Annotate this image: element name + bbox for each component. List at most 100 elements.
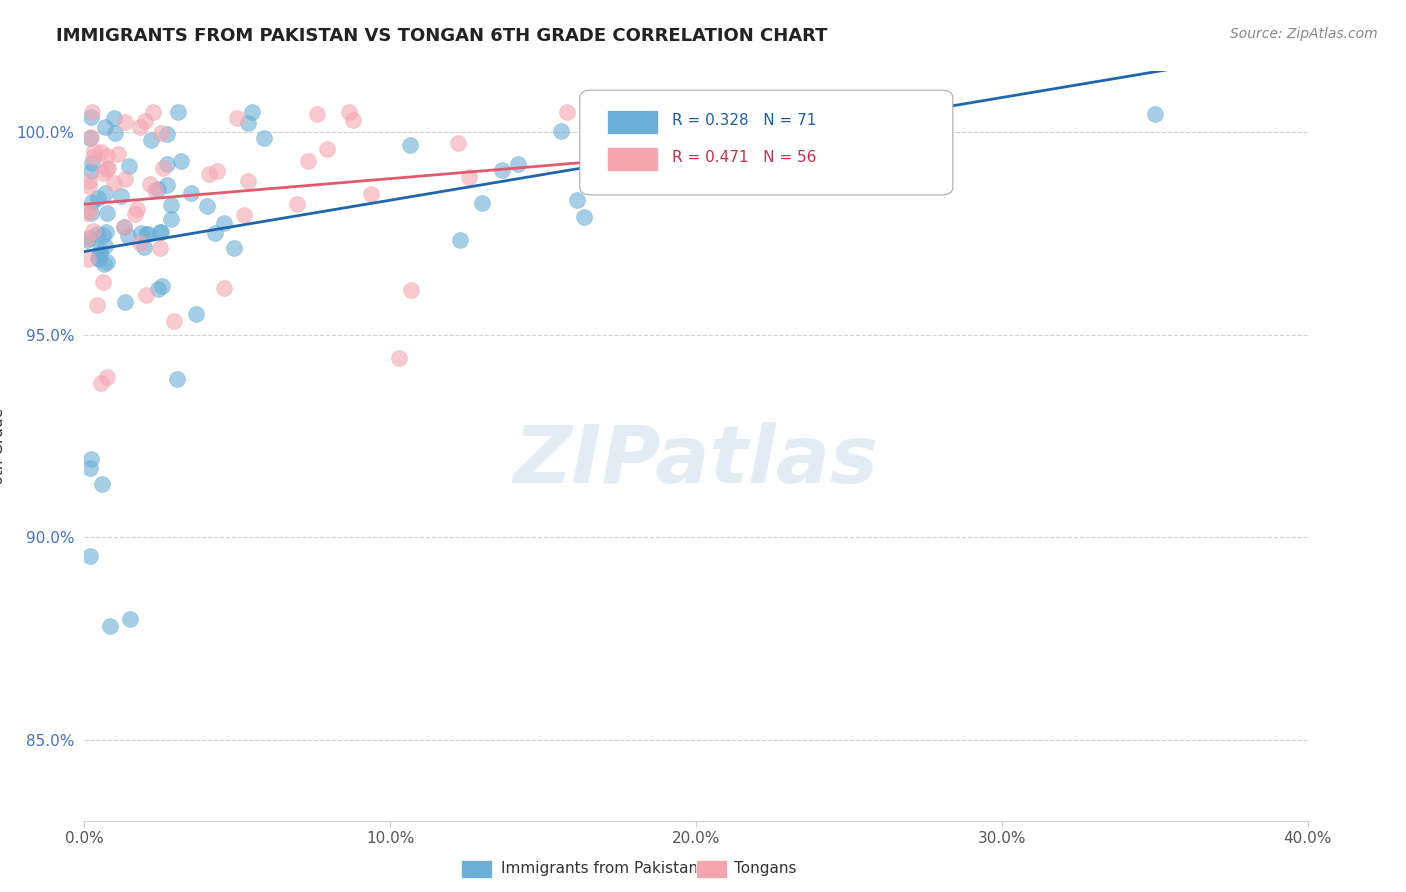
Text: Tongans: Tongans: [734, 862, 796, 876]
Point: [360, 186, 382, 201]
Point: [80, 155, 103, 169]
Point: [97, 161, 120, 176]
Point: [79, 130, 101, 145]
Point: [574, 210, 596, 224]
Point: [96, 161, 118, 176]
Point: [447, 136, 470, 150]
Point: [93, 257, 115, 271]
Point: [565, 194, 588, 208]
Point: [107, 147, 129, 161]
Point: [89, 245, 111, 260]
Point: [77, 178, 100, 193]
Point: [98, 619, 121, 633]
Point: [82, 149, 104, 163]
Text: ZIPatlas: ZIPatlas: [513, 422, 879, 500]
Point: [80, 104, 103, 119]
Point: [91, 227, 114, 242]
Point: [146, 282, 169, 296]
FancyBboxPatch shape: [579, 90, 953, 195]
Point: [76, 233, 98, 247]
Point: [555, 104, 578, 119]
Point: [114, 294, 136, 309]
Point: [110, 189, 132, 203]
Point: [232, 208, 254, 222]
Point: [205, 164, 228, 178]
Point: [149, 241, 172, 255]
Point: [75, 205, 97, 219]
Point: [149, 225, 172, 239]
Point: [197, 167, 219, 181]
Point: [305, 107, 328, 121]
Point: [79, 461, 101, 475]
Point: [401, 284, 423, 298]
Point: [90, 476, 112, 491]
Point: [79, 549, 101, 563]
Point: [103, 176, 125, 190]
Point: [89, 243, 111, 257]
Point: [156, 178, 179, 192]
Point: [82, 224, 104, 238]
Point: [180, 186, 202, 200]
Point: [149, 225, 172, 239]
Point: [139, 133, 162, 147]
Point: [104, 126, 127, 140]
Point: [86, 298, 108, 312]
Point: [82, 195, 104, 210]
Point: [112, 220, 135, 235]
Point: [139, 177, 162, 191]
Point: [77, 203, 100, 218]
Point: [458, 169, 481, 184]
Point: [236, 174, 259, 188]
Point: [224, 241, 246, 255]
Point: [204, 226, 226, 240]
Point: [240, 104, 263, 119]
Text: IMMIGRANTS FROM PAKISTAN VS TONGAN 6TH GRADE CORRELATION CHART: IMMIGRANTS FROM PAKISTAN VS TONGAN 6TH G…: [56, 27, 828, 45]
Point: [226, 112, 249, 126]
Point: [159, 211, 181, 226]
Point: [125, 202, 148, 217]
Point: [135, 227, 157, 242]
Point: [212, 216, 235, 230]
Y-axis label: 6th Grade: 6th Grade: [0, 408, 6, 484]
Point: [388, 351, 411, 366]
Text: R = 0.471   N = 56: R = 0.471 N = 56: [672, 150, 815, 165]
Point: [90, 376, 112, 391]
Point: [134, 114, 156, 128]
Point: [162, 314, 184, 328]
Text: Source: ZipAtlas.com: Source: ZipAtlas.com: [1230, 27, 1378, 41]
Point: [89, 252, 111, 267]
Point: [112, 219, 135, 234]
Point: [114, 115, 136, 129]
Point: [142, 104, 165, 119]
Point: [96, 149, 118, 163]
Point: [96, 225, 118, 239]
Point: [399, 138, 422, 153]
Point: [118, 159, 141, 173]
Point: [550, 124, 572, 138]
Bar: [606, 147, 658, 171]
Point: [316, 142, 339, 156]
Point: [184, 307, 207, 321]
Point: [195, 199, 218, 213]
Point: [117, 229, 139, 244]
Point: [134, 240, 156, 254]
Point: [80, 164, 103, 178]
Point: [337, 104, 360, 119]
Point: [86, 227, 108, 241]
Point: [79, 231, 101, 245]
Point: [77, 252, 100, 267]
Point: [83, 144, 105, 158]
Point: [143, 183, 166, 197]
Point: [506, 157, 529, 171]
Point: [93, 275, 115, 289]
Point: [236, 116, 259, 130]
Point: [449, 233, 471, 247]
Point: [170, 153, 193, 168]
Point: [120, 612, 142, 626]
Point: [103, 111, 125, 125]
Point: [297, 153, 319, 168]
Point: [146, 182, 169, 196]
Point: [1143, 106, 1166, 120]
Point: [471, 195, 494, 210]
Point: [80, 206, 103, 220]
